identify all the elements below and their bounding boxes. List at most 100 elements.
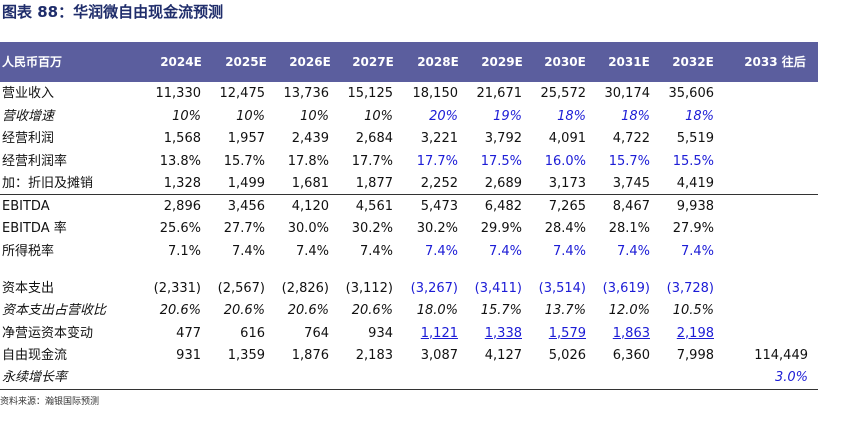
header-cell: 2025E bbox=[225, 55, 267, 69]
cell: 18% bbox=[685, 108, 714, 124]
cell: 7.4% bbox=[359, 243, 393, 259]
cell: (3,411) bbox=[474, 281, 522, 296]
header-cell: 2026E bbox=[289, 55, 331, 69]
row-label: EBITDA 率 bbox=[2, 221, 67, 236]
row-label: 经营利润率 bbox=[2, 153, 68, 169]
cell: 7,998 bbox=[676, 347, 714, 363]
cell: 11,330 bbox=[155, 86, 202, 101]
cell: 3,173 bbox=[548, 176, 586, 191]
header-cell: 2030E bbox=[544, 55, 586, 69]
cell: 1,499 bbox=[227, 176, 265, 191]
cell: 2,896 bbox=[163, 198, 201, 214]
cell: 616 bbox=[240, 325, 265, 341]
row-label: 加：折旧及摊销 bbox=[2, 176, 94, 191]
cell: 4,561 bbox=[355, 198, 393, 214]
cell: 7.4% bbox=[295, 243, 329, 259]
row-label: 资本支出 bbox=[2, 281, 55, 296]
row-label: 净营运资本变动 bbox=[2, 325, 94, 341]
cell: 3,745 bbox=[612, 176, 650, 191]
cell: 18.0% bbox=[416, 303, 458, 319]
cell: 934 bbox=[368, 325, 393, 341]
cell: 15.7% bbox=[480, 303, 522, 319]
header-cell: 2033 往后 bbox=[744, 55, 806, 69]
source: 资料来源：瀚银国际预测 bbox=[0, 397, 100, 407]
cell: 5,026 bbox=[548, 347, 586, 363]
cell: 2,198 bbox=[676, 325, 714, 341]
cell: 3,792 bbox=[484, 131, 522, 146]
cell: (3,267) bbox=[410, 281, 458, 296]
cell: 4,419 bbox=[676, 176, 714, 191]
cell: 17.8% bbox=[287, 153, 329, 169]
cell: 17.7% bbox=[416, 153, 458, 169]
cell: 17.7% bbox=[351, 153, 393, 169]
cell: 1,338 bbox=[484, 325, 522, 341]
cell: 15.7% bbox=[223, 153, 265, 169]
header-bar bbox=[0, 42, 818, 82]
cell: 25.6% bbox=[159, 221, 201, 236]
cell: 15,125 bbox=[347, 86, 394, 101]
cell: 764 bbox=[304, 325, 329, 341]
cell: 19% bbox=[493, 108, 522, 124]
cell: 931 bbox=[176, 347, 201, 363]
header-cell: 2031E bbox=[608, 55, 650, 69]
cell: 20.6% bbox=[351, 303, 393, 319]
cell: 3,221 bbox=[420, 131, 458, 146]
title: 图表 88：华润微自由现金流预测 bbox=[2, 3, 224, 21]
cell: 7.1% bbox=[167, 243, 201, 259]
cell: 20.6% bbox=[223, 303, 265, 319]
header-cell: 2028E bbox=[417, 55, 459, 69]
cell: (3,728) bbox=[666, 281, 714, 296]
cell: 1,121 bbox=[420, 325, 458, 341]
cell: 30.0% bbox=[287, 221, 329, 236]
rule bbox=[0, 194, 818, 195]
cell: 7,265 bbox=[548, 198, 586, 214]
cell: 25,572 bbox=[540, 86, 587, 101]
cell: 1,957 bbox=[227, 131, 265, 146]
row-label: 所得税率 bbox=[2, 243, 55, 259]
cell: 1,863 bbox=[612, 325, 650, 341]
cell: 17.5% bbox=[480, 153, 522, 169]
cell: 10.5% bbox=[672, 303, 714, 319]
cell: 20.6% bbox=[159, 303, 201, 319]
cell: (2,567) bbox=[217, 281, 265, 296]
cell: (2,826) bbox=[281, 281, 329, 296]
row-label: 资本支出占营收比 bbox=[2, 303, 107, 319]
cell: 2,183 bbox=[355, 347, 393, 363]
cell: 2,689 bbox=[484, 176, 522, 191]
cell: 1,579 bbox=[548, 325, 586, 341]
cell: 28.1% bbox=[608, 221, 650, 236]
cell: 29.9% bbox=[480, 221, 522, 236]
cell: 4,120 bbox=[291, 198, 329, 214]
cell: (3,514) bbox=[538, 281, 586, 296]
cell: 1,328 bbox=[163, 176, 201, 191]
header-cell: 2027E bbox=[352, 55, 394, 69]
row-label: 营业收入 bbox=[2, 86, 55, 101]
cell: 5,519 bbox=[676, 131, 714, 146]
cell: 4,091 bbox=[548, 131, 586, 146]
cell: 15.5% bbox=[672, 153, 714, 169]
cell: 21,671 bbox=[476, 86, 523, 101]
cell: 12,475 bbox=[219, 86, 266, 101]
cell: 13.7% bbox=[544, 303, 586, 319]
cell: 7.4% bbox=[680, 243, 714, 259]
cell: 114,449 bbox=[754, 347, 808, 363]
cell: 18% bbox=[621, 108, 650, 124]
cell: 477 bbox=[176, 325, 201, 341]
cell: 10% bbox=[172, 108, 201, 124]
header-cell: 2032E bbox=[672, 55, 714, 69]
row-label: 营收增速 bbox=[2, 108, 55, 124]
cell: 27.9% bbox=[672, 221, 714, 236]
cell: 8,467 bbox=[612, 198, 650, 214]
cell: 7.4% bbox=[616, 243, 650, 259]
cell: 10% bbox=[364, 108, 393, 124]
cell: 30,174 bbox=[604, 86, 651, 101]
cell: 10% bbox=[300, 108, 329, 124]
cell: 15.7% bbox=[608, 153, 650, 169]
cell: 28.4% bbox=[544, 221, 586, 236]
cell: 4,127 bbox=[484, 347, 522, 363]
cell: 7.4% bbox=[488, 243, 522, 259]
cell: 3,456 bbox=[227, 198, 265, 214]
header-cell: 人民币百万 bbox=[2, 55, 63, 69]
cell: 30.2% bbox=[416, 221, 458, 236]
